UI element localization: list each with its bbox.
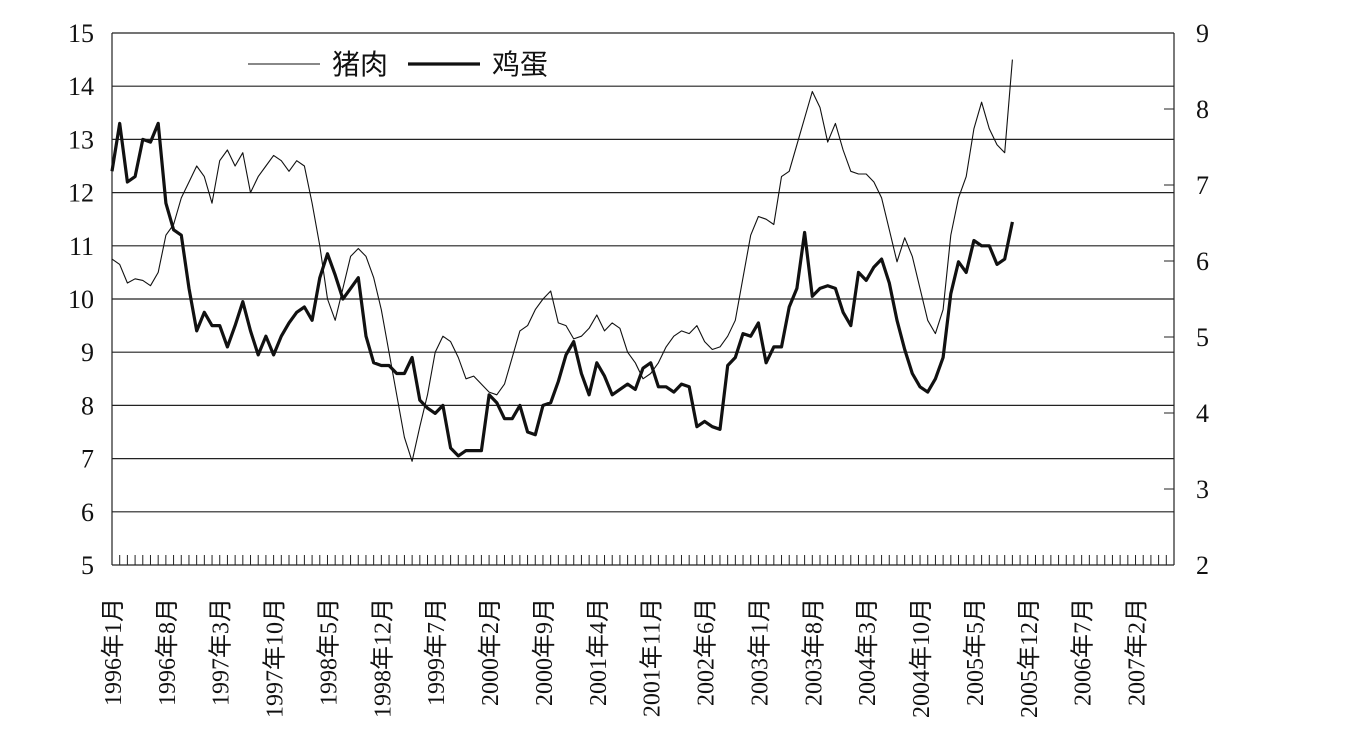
x-tick-label: 2003年1月 bbox=[746, 598, 773, 706]
right-y-axis-ticks: 2 3 4 5 6 7 8 9 bbox=[1164, 19, 1209, 580]
left-tick-label: 6 bbox=[81, 498, 94, 527]
left-tick-label: 8 bbox=[81, 391, 94, 420]
right-tick-label: 6 bbox=[1196, 247, 1209, 276]
series-line-thick bbox=[110, 121, 1014, 458]
x-tick-label: 1997年10月 bbox=[262, 598, 289, 718]
series-line-thin bbox=[111, 59, 1013, 462]
left-tick-label: 11 bbox=[69, 232, 94, 261]
x-tick-label: 2000年9月 bbox=[531, 598, 558, 706]
x-tick-label: 2005年5月 bbox=[962, 598, 989, 706]
x-tick-label: 1998年5月 bbox=[315, 598, 342, 706]
right-tick-label: 8 bbox=[1196, 95, 1209, 124]
x-tick-label: 1996年8月 bbox=[154, 598, 181, 706]
right-tick-label: 7 bbox=[1196, 171, 1209, 200]
x-tick-label: 1999年7月 bbox=[423, 598, 450, 706]
left-tick-label: 5 bbox=[81, 551, 94, 580]
left-tick-label: 9 bbox=[81, 338, 94, 367]
x-tick-label: 1996年1月 bbox=[100, 598, 127, 706]
x-tick-label: 2004年3月 bbox=[854, 598, 881, 706]
right-tick-label: 4 bbox=[1196, 399, 1209, 428]
right-tick-label: 5 bbox=[1196, 323, 1209, 352]
grid-lines bbox=[112, 85, 1174, 513]
x-tick-label: 2003年8月 bbox=[800, 598, 827, 706]
x-axis-ticks bbox=[111, 555, 1175, 565]
left-tick-label: 10 bbox=[68, 285, 94, 314]
x-tick-label: 2001年11月 bbox=[639, 598, 666, 717]
x-tick-label: 1997年3月 bbox=[208, 598, 235, 706]
x-tick-label: 1998年12月 bbox=[369, 598, 396, 718]
left-tick-label: 14 bbox=[68, 72, 94, 101]
legend-label: 鸡蛋 bbox=[492, 49, 548, 81]
x-tick-label: 2006年7月 bbox=[1070, 598, 1097, 706]
x-tick-label: 2001年4月 bbox=[585, 598, 612, 706]
left-tick-label: 15 bbox=[68, 19, 94, 48]
right-tick-label: 9 bbox=[1196, 19, 1209, 48]
x-tick-label: 2000年2月 bbox=[477, 598, 504, 706]
x-axis-labels: 1996年1月 1996年8月 1997年3月 1997年10月 1998年5月 1998… bbox=[100, 598, 1151, 718]
right-tick-label: 3 bbox=[1196, 475, 1209, 504]
x-tick-label: 2007年2月 bbox=[1124, 598, 1151, 706]
series-lines bbox=[110, 59, 1014, 462]
left-y-axis-ticks: 5 6 7 8 9 10 11 12 13 14 15 bbox=[68, 19, 94, 580]
x-tick-label: 2002年6月 bbox=[693, 598, 720, 706]
left-tick-label: 7 bbox=[81, 445, 94, 474]
left-tick-label: 12 bbox=[68, 179, 94, 208]
right-tick-label: 2 bbox=[1196, 551, 1209, 580]
legend-label: 猪肉 bbox=[332, 49, 388, 81]
left-tick-label: 13 bbox=[68, 125, 94, 154]
x-tick-label: 2005年12月 bbox=[1016, 598, 1043, 718]
legend: 猪肉 鸡蛋 bbox=[248, 49, 548, 81]
x-tick-label: 2004年10月 bbox=[908, 598, 935, 718]
